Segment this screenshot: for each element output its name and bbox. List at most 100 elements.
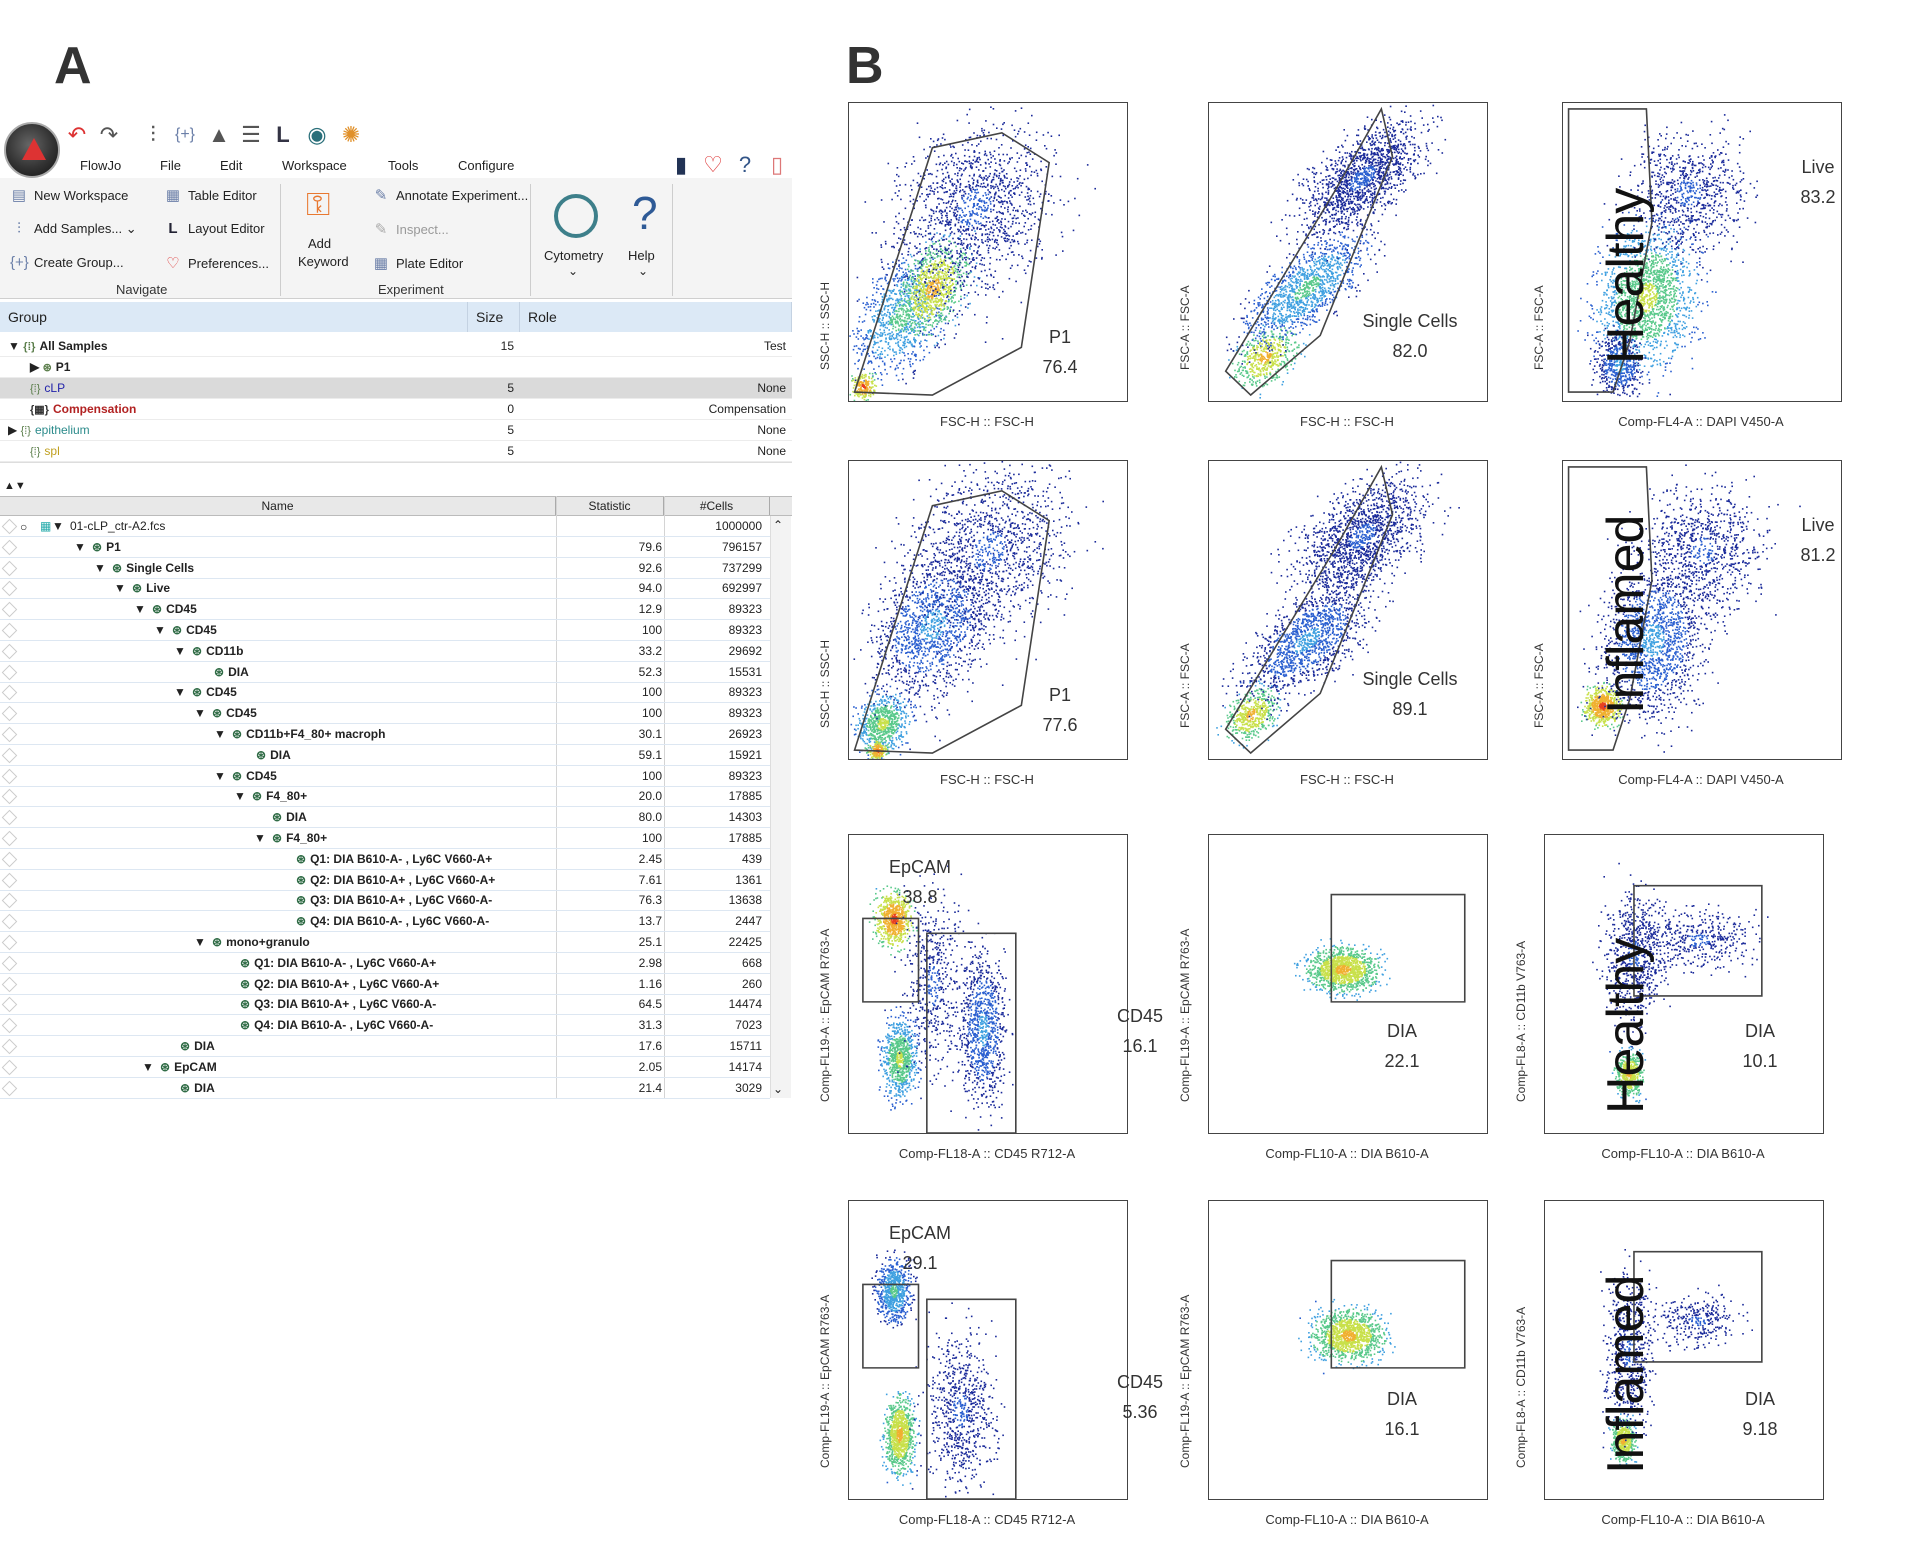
- group-row[interactable]: ▼ {⁞} All Samples 15 Test: [0, 336, 792, 357]
- table-icon[interactable]: ☰: [238, 122, 264, 148]
- collapse-triangle-icon[interactable]: ▶: [30, 360, 39, 374]
- redo-icon[interactable]: ↷: [96, 122, 122, 148]
- flowjo-logo-icon[interactable]: [4, 122, 60, 178]
- tab-file[interactable]: File: [160, 158, 181, 173]
- name-column-header[interactable]: Name: [0, 497, 556, 515]
- new-workspace-button[interactable]: ▤ New Workspace: [10, 186, 129, 204]
- group-row[interactable]: {▦} Compensation 0 Compensation: [0, 399, 792, 420]
- group-icon[interactable]: {+}: [172, 122, 198, 148]
- help-question-icon[interactable]: ?: [732, 152, 758, 178]
- tree-row[interactable]: ○ ▦ ▼ 01-cLP_ctr-A2.fcs 1000000: [0, 516, 770, 537]
- expand-triangle-icon[interactable]: ▼: [214, 724, 226, 745]
- tree-row[interactable]: ⊛ Q4: DIA B610-A- , Ly6C V660-A- 13.7 2447: [0, 911, 770, 933]
- tree-row[interactable]: ▼ ⊛ P1 79.6 796157: [0, 537, 770, 558]
- event-dot: [940, 282, 943, 285]
- bookmark-icon[interactable]: ▮: [668, 152, 694, 178]
- undo-icon[interactable]: ↶: [64, 122, 90, 148]
- tree-row[interactable]: ▼ ⊛ Single Cells 92.6 737299: [0, 558, 770, 579]
- expand-triangle-icon[interactable]: ▼: [194, 932, 206, 953]
- expand-triangle-icon[interactable]: ▼: [8, 339, 20, 353]
- tree-row[interactable]: ▼ ⊛ CD45 100 89323: [0, 620, 770, 641]
- expand-triangle-icon[interactable]: ▼: [214, 766, 226, 787]
- tab-tools[interactable]: Tools: [388, 158, 418, 173]
- expand-triangle-icon[interactable]: ▼: [234, 786, 246, 807]
- scroll-down-icon[interactable]: ⌄: [773, 1082, 783, 1096]
- expand-triangle-icon[interactable]: ▼: [134, 599, 146, 620]
- tree-row[interactable]: ▼ ⊛ CD45 12.9 89323: [0, 599, 770, 621]
- expand-triangle-icon[interactable]: ▼: [114, 578, 126, 599]
- cytometry-button[interactable]: Cytometry: [544, 248, 603, 263]
- group-column-header[interactable]: Group: [0, 302, 468, 332]
- tree-row[interactable]: ⊛ Q2: DIA B610-A+ , Ly6C V660-A+ 1.16 260: [0, 974, 770, 995]
- expand-triangle-icon[interactable]: ▼: [52, 516, 64, 537]
- tree-row[interactable]: ⊛ Q1: DIA B610-A- , Ly6C V660-A+ 2.98 668: [0, 953, 770, 974]
- tree-row[interactable]: ⊛ Q3: DIA B610-A+ , Ly6C V660-A- 76.3 13638: [0, 890, 770, 912]
- add-keyword-button[interactable]: Add: [308, 236, 331, 251]
- collapse-triangle-icon[interactable]: ▶: [8, 423, 17, 437]
- expand-triangle-icon[interactable]: ▼: [254, 828, 266, 849]
- scroll-up-icon[interactable]: ⌃: [773, 518, 783, 532]
- tree-scrollbar[interactable]: ⌃ ⌄: [770, 516, 791, 1098]
- tree-row[interactable]: ⊛ Q1: DIA B610-A- , Ly6C V660-A+ 2.45 439: [0, 849, 770, 870]
- tree-row[interactable]: ▼ ⊛ CD11b+F4_80+ macroph 30.1 26923: [0, 724, 770, 745]
- group-row[interactable]: ▶ {⁞} epithelium 5 None: [0, 420, 792, 441]
- tree-row[interactable]: ⊛ Q3: DIA B610-A+ , Ly6C V660-A- 64.5 14474: [0, 994, 770, 1016]
- expand-triangle-icon[interactable]: ▼: [174, 641, 186, 662]
- favorite-icon[interactable]: ♡: [700, 152, 726, 178]
- tree-row[interactable]: ▼ ⊛ mono+granulo 25.1 22425: [0, 932, 770, 953]
- expand-triangle-icon[interactable]: ▼: [194, 703, 206, 724]
- plugin-icon[interactable]: ✺: [338, 122, 364, 148]
- cells-column-header[interactable]: #Cells: [664, 497, 770, 515]
- tree-row[interactable]: ▼ ⊛ CD45 100 89323: [0, 682, 770, 704]
- radio-icon[interactable]: ○: [20, 517, 27, 538]
- statistic-column-header[interactable]: Statistic: [556, 497, 664, 515]
- tree-row[interactable]: ⊛ DIA 80.0 14303: [0, 807, 770, 829]
- expand-triangle-icon[interactable]: ▼: [142, 1057, 154, 1078]
- tree-row[interactable]: ⊛ DIA 59.1 15921: [0, 745, 770, 766]
- event-dot: [871, 232, 874, 234]
- flow-plot-h1[interactable]: [848, 102, 1128, 402]
- event-dot: [938, 222, 941, 224]
- histogram-icon[interactable]: ▲: [206, 122, 232, 148]
- layout-editor-button[interactable]: L Layout Editor: [164, 220, 264, 237]
- tree-row[interactable]: ▼ ⊛ Live 94.0 692997: [0, 578, 770, 600]
- inspect-button[interactable]: ✎ Inspect...: [372, 220, 449, 238]
- expand-triangle-icon[interactable]: ▼: [74, 537, 86, 558]
- annotate-experiment-button[interactable]: ✎ Annotate Experiment...: [372, 186, 529, 204]
- tree-row[interactable]: ⊛ DIA 52.3 15531: [0, 662, 770, 683]
- create-group-button[interactable]: {+} Create Group...: [10, 254, 124, 271]
- add-samples-button[interactable]: ⫶ Add Samples... ⌄: [10, 220, 137, 237]
- tree-row[interactable]: ▼ ⊛ CD45 100 89323: [0, 766, 770, 787]
- splitter-arrows-icon[interactable]: ▲▼: [4, 480, 26, 492]
- tree-row[interactable]: ▼ ⊛ CD11b 33.2 29692: [0, 641, 770, 662]
- tab-edit[interactable]: Edit: [220, 158, 242, 173]
- table-editor-button[interactable]: ▦ Table Editor: [164, 186, 257, 204]
- tree-row[interactable]: ▼ ⊛ F4_80+ 20.0 17885: [0, 786, 770, 808]
- size-column-header[interactable]: Size: [468, 302, 520, 332]
- tree-row[interactable]: ⊛ DIA 21.4 3029: [0, 1078, 770, 1099]
- tab-flowjo[interactable]: FlowJo: [80, 158, 121, 173]
- layout-icon[interactable]: L: [270, 122, 296, 148]
- tab-configure[interactable]: Configure: [458, 158, 514, 173]
- tree-row[interactable]: ⊛ Q2: DIA B610-A+ , Ly6C V660-A+ 7.61 1361: [0, 870, 770, 891]
- tree-row[interactable]: ⊛ Q4: DIA B610-A- , Ly6C V660-A- 31.3 7023: [0, 1015, 770, 1037]
- tree-row[interactable]: ⊛ DIA 17.6 15711: [0, 1036, 770, 1057]
- tree-row[interactable]: ▼ ⊛ CD45 100 89323: [0, 703, 770, 725]
- expand-triangle-icon[interactable]: ▼: [174, 682, 186, 703]
- group-row[interactable]: ▶ ⊛ P1: [0, 357, 792, 378]
- add-samples-icon[interactable]: ⫶: [140, 122, 166, 148]
- role-column-header[interactable]: Role: [520, 302, 792, 332]
- tree-row[interactable]: ▼ ⊛ EpCAM 2.05 14174: [0, 1057, 770, 1078]
- expand-triangle-icon[interactable]: ▼: [154, 620, 166, 641]
- plate-editor-button[interactable]: ▦ Plate Editor: [372, 254, 463, 272]
- document-icon[interactable]: ▯: [764, 152, 790, 178]
- cytometry-icon[interactable]: ◉: [304, 122, 330, 148]
- preferences-button[interactable]: ♡ Preferences...: [164, 254, 269, 272]
- group-row[interactable]: {⁞} spl 5 None: [0, 441, 792, 462]
- help-button[interactable]: Help: [628, 248, 655, 263]
- tab-workspace[interactable]: Workspace: [282, 158, 347, 173]
- group-row-selected[interactable]: {⁞} cLP 5 None: [0, 378, 792, 399]
- tree-row[interactable]: ▼ ⊛ F4_80+ 100 17885: [0, 828, 770, 849]
- flow-plot-h2[interactable]: [1208, 102, 1488, 402]
- expand-triangle-icon[interactable]: ▼: [94, 558, 106, 579]
